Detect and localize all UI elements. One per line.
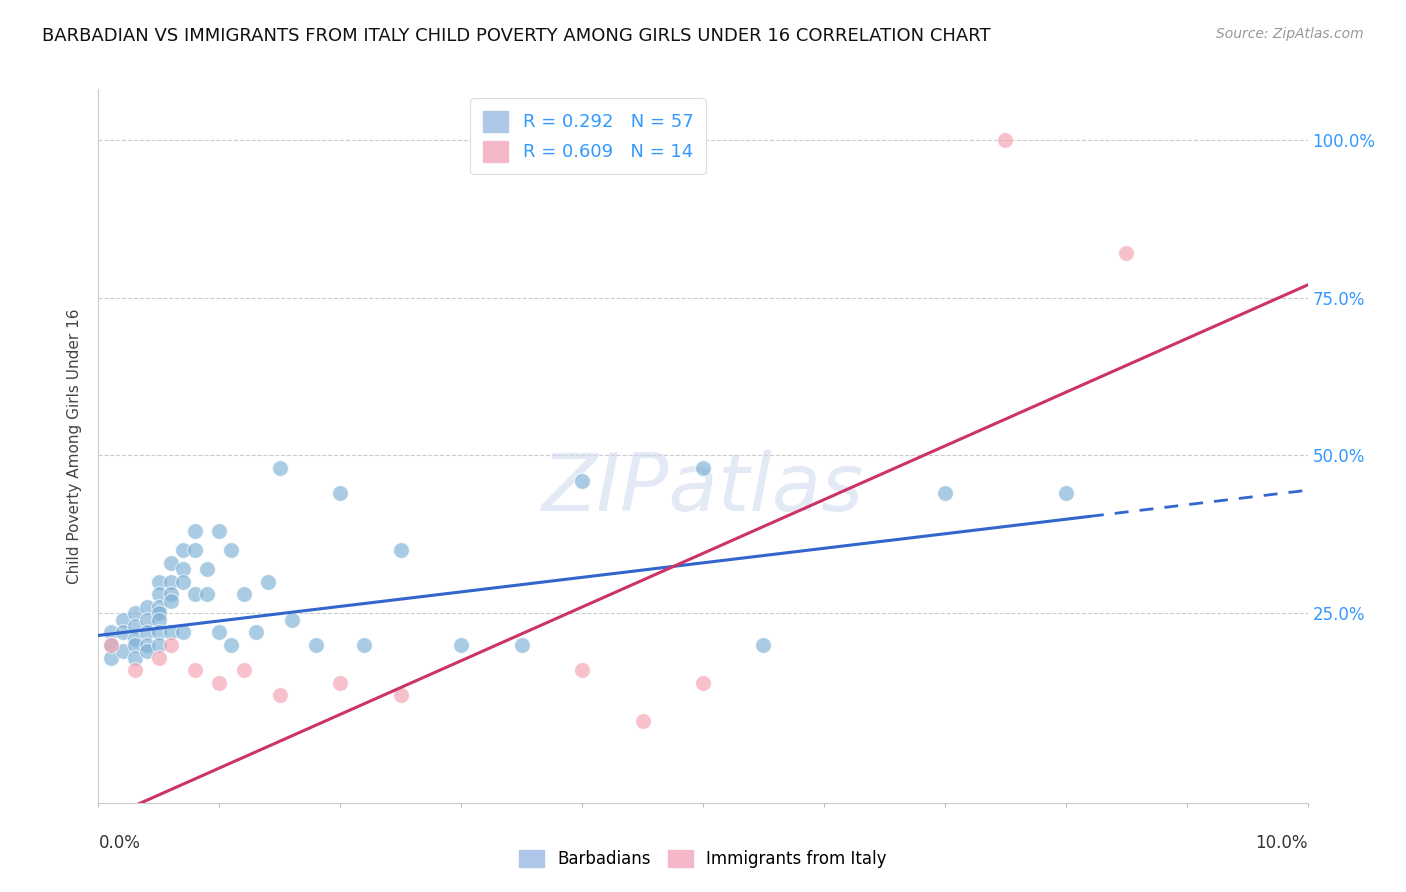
- Point: [100, 650, 122, 665]
- Point: [389, 543, 412, 558]
- Point: [124, 663, 146, 677]
- Text: BARBADIAN VS IMMIGRANTS FROM ITALY CHILD POVERTY AMONG GIRLS UNDER 16 CORRELATIO: BARBADIAN VS IMMIGRANTS FROM ITALY CHILD…: [42, 27, 991, 45]
- Point: [111, 613, 134, 627]
- Point: [148, 574, 170, 589]
- Text: ZIPatlas: ZIPatlas: [541, 450, 865, 528]
- Point: [184, 587, 207, 601]
- Point: [100, 638, 122, 652]
- Point: [160, 638, 183, 652]
- Point: [184, 543, 207, 558]
- Point: [389, 689, 412, 703]
- Point: [934, 486, 956, 500]
- Text: 0.0%: 0.0%: [98, 834, 141, 852]
- Point: [195, 562, 218, 576]
- Text: Source: ZipAtlas.com: Source: ZipAtlas.com: [1216, 27, 1364, 41]
- Point: [208, 625, 231, 640]
- Point: [124, 632, 146, 646]
- Point: [450, 638, 472, 652]
- Point: [135, 644, 157, 658]
- Point: [1115, 246, 1137, 260]
- Point: [160, 556, 183, 570]
- Point: [124, 650, 146, 665]
- Point: [160, 574, 183, 589]
- Point: [208, 675, 231, 690]
- Point: [245, 625, 267, 640]
- Point: [100, 638, 122, 652]
- Point: [329, 486, 352, 500]
- Point: [221, 543, 243, 558]
- Legend: Barbadians, Immigrants from Italy: Barbadians, Immigrants from Italy: [513, 843, 893, 875]
- Point: [329, 675, 352, 690]
- Point: [1054, 486, 1077, 500]
- Point: [111, 644, 134, 658]
- Point: [353, 638, 375, 652]
- Point: [269, 689, 291, 703]
- Point: [124, 619, 146, 633]
- Y-axis label: Child Poverty Among Girls Under 16: Child Poverty Among Girls Under 16: [67, 309, 83, 583]
- Point: [148, 587, 170, 601]
- Point: [124, 638, 146, 652]
- Point: [148, 613, 170, 627]
- Point: [510, 638, 533, 652]
- Legend: R = 0.292   N = 57, R = 0.609   N = 14: R = 0.292 N = 57, R = 0.609 N = 14: [470, 98, 706, 174]
- Text: 10.0%: 10.0%: [1256, 834, 1308, 852]
- Point: [692, 675, 714, 690]
- Point: [269, 461, 291, 475]
- Point: [135, 625, 157, 640]
- Point: [148, 650, 170, 665]
- Point: [148, 600, 170, 615]
- Point: [208, 524, 231, 539]
- Point: [256, 574, 278, 589]
- Point: [100, 625, 122, 640]
- Point: [184, 524, 207, 539]
- Point: [172, 625, 194, 640]
- Point: [135, 638, 157, 652]
- Point: [160, 587, 183, 601]
- Point: [135, 600, 157, 615]
- Point: [994, 133, 1017, 147]
- Point: [195, 587, 218, 601]
- Point: [124, 607, 146, 621]
- Point: [692, 461, 714, 475]
- Point: [571, 663, 593, 677]
- Point: [160, 593, 183, 607]
- Point: [111, 625, 134, 640]
- Point: [281, 613, 304, 627]
- Point: [221, 638, 243, 652]
- Point: [148, 625, 170, 640]
- Point: [135, 613, 157, 627]
- Point: [148, 638, 170, 652]
- Point: [172, 562, 194, 576]
- Point: [305, 638, 328, 652]
- Point: [571, 474, 593, 488]
- Point: [160, 625, 183, 640]
- Point: [752, 638, 775, 652]
- Point: [184, 663, 207, 677]
- Point: [232, 663, 254, 677]
- Point: [172, 543, 194, 558]
- Point: [232, 587, 254, 601]
- Point: [172, 574, 194, 589]
- Point: [148, 607, 170, 621]
- Point: [631, 714, 654, 728]
